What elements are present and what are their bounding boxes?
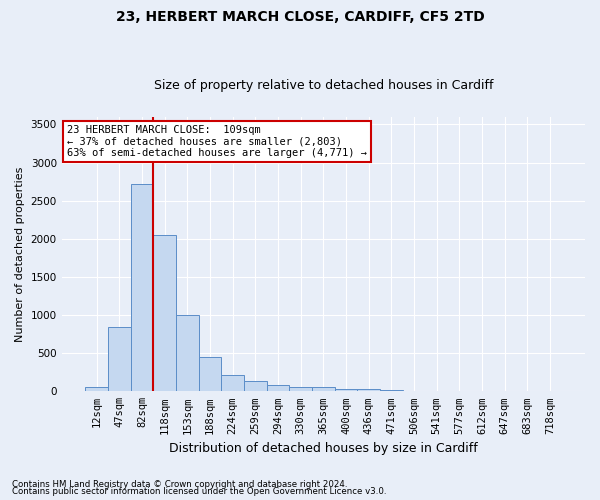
Text: 23 HERBERT MARCH CLOSE:  109sqm
← 37% of detached houses are smaller (2,803)
63%: 23 HERBERT MARCH CLOSE: 109sqm ← 37% of … (67, 125, 367, 158)
Bar (199, 357, 221, 392)
Bar (244, 380, 266, 392)
Bar (154, 235, 176, 392)
Bar (312, 387, 335, 392)
Bar (108, 327, 131, 392)
Title: Size of property relative to detached houses in Cardiff: Size of property relative to detached ho… (154, 79, 493, 92)
Bar (221, 376, 244, 392)
Text: Contains HM Land Registry data © Crown copyright and database right 2024.: Contains HM Land Registry data © Crown c… (12, 480, 347, 489)
Bar (358, 390, 380, 392)
Bar (266, 385, 289, 392)
Bar (176, 315, 199, 392)
Bar (289, 386, 312, 392)
Bar (335, 390, 358, 392)
Bar (380, 390, 403, 392)
Bar (131, 184, 154, 392)
Bar (403, 390, 425, 392)
Bar (85, 386, 108, 392)
X-axis label: Distribution of detached houses by size in Cardiff: Distribution of detached houses by size … (169, 442, 478, 455)
Text: 23, HERBERT MARCH CLOSE, CARDIFF, CF5 2TD: 23, HERBERT MARCH CLOSE, CARDIFF, CF5 2T… (116, 10, 484, 24)
Text: Contains public sector information licensed under the Open Government Licence v3: Contains public sector information licen… (12, 488, 386, 496)
Y-axis label: Number of detached properties: Number of detached properties (15, 166, 25, 342)
